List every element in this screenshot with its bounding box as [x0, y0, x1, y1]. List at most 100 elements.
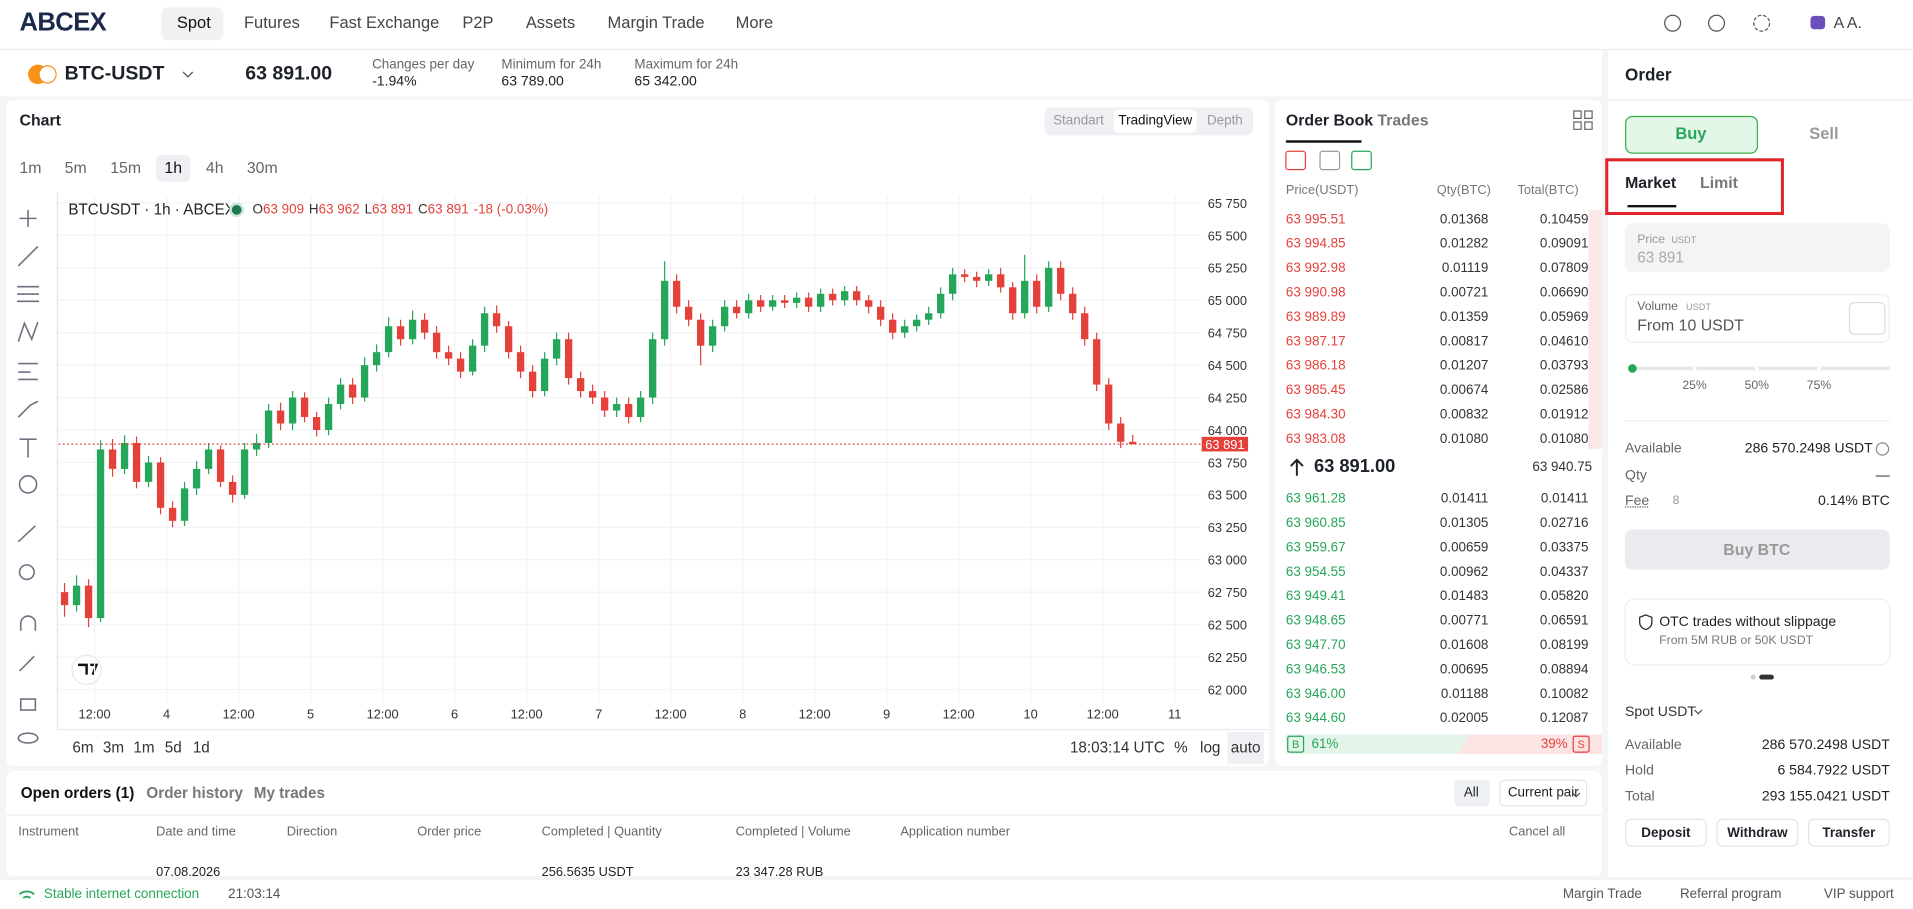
range[interactable]: 6m: [72, 739, 94, 757]
candle-body: [1069, 293, 1077, 314]
ohlc-part: 63 891: [427, 202, 469, 218]
range[interactable]: 3m: [102, 739, 125, 757]
orders-col: Completed | Quantity: [541, 824, 662, 840]
x-tick-label: 12:00: [943, 707, 975, 722]
orders-tab[interactable]: My trades: [253, 784, 325, 802]
settings-icon[interactable]: [1753, 14, 1771, 32]
action-button[interactable]: [1808, 818, 1890, 847]
nav-item[interactable]: Margin Trade: [607, 13, 705, 32]
scale-mode[interactable]: %: [1174, 739, 1188, 757]
pager-dot-active[interactable]: [1759, 674, 1774, 680]
candle-body: [840, 291, 849, 301]
candle-body: [1021, 280, 1029, 314]
filter-pair[interactable]: [1499, 779, 1588, 807]
action-label[interactable]: Deposit: [1641, 825, 1691, 841]
book-tab[interactable]: Order Book: [1285, 111, 1374, 130]
filter[interactable]: All: [1463, 785, 1479, 801]
info-label: Available: [1625, 441, 1682, 457]
pair-name[interactable]: BTC-USDT: [64, 63, 165, 85]
balance-value: 293 155.0421 USDT: [1761, 789, 1890, 804]
language-icon[interactable]: [1708, 14, 1726, 32]
filter[interactable]: Current pair: [1507, 785, 1579, 801]
promo-box[interactable]: [1624, 598, 1891, 666]
submit-button[interactable]: [1625, 529, 1890, 570]
add-icon[interactable]: [1875, 442, 1890, 456]
type-tab[interactable]: Market: [1625, 173, 1677, 192]
pair-chevron[interactable]: [182, 71, 194, 78]
view-option[interactable]: Standart: [1053, 113, 1104, 129]
nav-item[interactable]: P2P: [462, 13, 494, 32]
nav-item[interactable]: Fast Exchange: [329, 13, 440, 32]
action-button[interactable]: [1716, 818, 1799, 847]
book-view-both[interactable]: [1285, 150, 1307, 171]
candle-body: [1009, 287, 1017, 314]
avatar[interactable]: [1810, 15, 1826, 30]
pager-dot[interactable]: [1750, 674, 1756, 680]
interval[interactable]: 1m: [19, 158, 42, 177]
volume-field[interactable]: [1625, 294, 1890, 343]
book-tab[interactable]: Trades: [1377, 111, 1429, 130]
candle-body: [156, 462, 165, 508]
candle-body: [1093, 339, 1101, 385]
status-link[interactable]: Referral program: [1679, 886, 1782, 902]
layout-icon[interactable]: [1573, 110, 1593, 130]
range[interactable]: 5d: [164, 739, 182, 757]
candle-body: [889, 319, 897, 333]
book-price: 63 946.00: [1285, 686, 1346, 702]
candle-body: [804, 297, 813, 307]
interval[interactable]: 15m: [110, 158, 142, 177]
buy-tab[interactable]: Buy: [1675, 124, 1707, 143]
view-option[interactable]: TradingView: [1118, 113, 1193, 129]
scale-mode[interactable]: log: [1200, 739, 1221, 757]
interval[interactable]: 30m: [246, 158, 278, 177]
view-option[interactable]: Depth: [1206, 113, 1243, 129]
interval[interactable]: 1h: [164, 158, 183, 177]
candle-body: [1081, 313, 1089, 340]
status-link[interactable]: VIP support: [1823, 886, 1894, 902]
candle-body: [168, 507, 177, 521]
book-qty: 0.00817: [1439, 334, 1489, 349]
sell-badge-label: S: [1577, 738, 1585, 751]
last-price-label: 63 891: [1205, 437, 1244, 452]
filter-all[interactable]: [1454, 779, 1490, 807]
x-tick-label: 12:00: [367, 707, 399, 722]
type-tab[interactable]: Limit: [1700, 173, 1738, 192]
scale-mode[interactable]: auto: [1230, 739, 1261, 757]
range[interactable]: 1d: [192, 739, 210, 757]
sell-tab[interactable]: Sell: [1809, 124, 1839, 143]
range[interactable]: 1m: [133, 739, 155, 757]
highlight-box: [1605, 158, 1784, 216]
wallet-selector[interactable]: Spot USDT: [1625, 705, 1697, 720]
chevron: [1572, 709, 1703, 798]
x-tick-label: 10: [1024, 707, 1038, 722]
action-button[interactable]: [1625, 818, 1707, 847]
nav-item[interactable]: More: [735, 13, 774, 32]
user-name[interactable]: A A.: [1833, 13, 1862, 32]
book-total: 0.06690: [1539, 285, 1589, 301]
nav-item[interactable]: Assets: [525, 13, 576, 32]
buy-button[interactable]: [1625, 115, 1759, 154]
candle-body: [660, 280, 669, 340]
book-view-bids[interactable]: [1351, 150, 1372, 171]
cancel-all[interactable]: Cancel all: [1509, 824, 1566, 840]
nav-item[interactable]: Futures: [244, 13, 300, 32]
logo[interactable]: ABCEX: [19, 8, 107, 37]
orders-tab[interactable]: Open orders (1): [20, 784, 135, 802]
brush-icon: [17, 400, 39, 418]
balance-value: 6 584.7922 USDT: [1777, 763, 1890, 779]
interval[interactable]: 4h: [205, 158, 224, 177]
book-total: 0.03375: [1539, 540, 1589, 556]
slider-handle[interactable]: [1628, 364, 1637, 373]
stat-label: Maximum for 24h: [634, 57, 739, 72]
action-label[interactable]: Withdraw: [1727, 825, 1788, 841]
interval[interactable]: 5m: [64, 158, 87, 177]
swap-button[interactable]: [1848, 301, 1886, 335]
buy-share-bar: [1285, 734, 1469, 754]
nav-item[interactable]: Spot: [176, 13, 211, 32]
status-link[interactable]: Margin Trade: [1562, 886, 1642, 902]
action-label[interactable]: Transfer: [1822, 825, 1876, 841]
book-view-asks[interactable]: [1319, 150, 1341, 171]
submit-label[interactable]: Buy BTC: [1723, 540, 1791, 559]
orders-tab[interactable]: Order history: [146, 784, 244, 802]
help-icon[interactable]: [1664, 14, 1682, 32]
